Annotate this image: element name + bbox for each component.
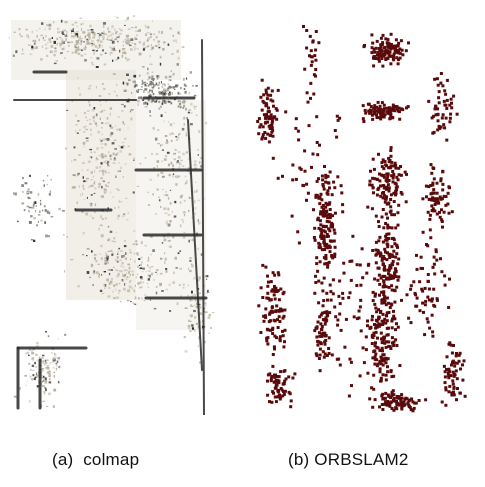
orbslam2-point-cloud [246, 10, 472, 415]
caption-orbslam2: (b) ORBSLAM2 [288, 450, 409, 469]
orbslam2-map-points-image [256, 25, 467, 413]
colmap-reconstruction-image [8, 15, 215, 415]
caption-colmap: (a) colmap [52, 450, 140, 469]
colmap-point-cloud [6, 10, 220, 415]
